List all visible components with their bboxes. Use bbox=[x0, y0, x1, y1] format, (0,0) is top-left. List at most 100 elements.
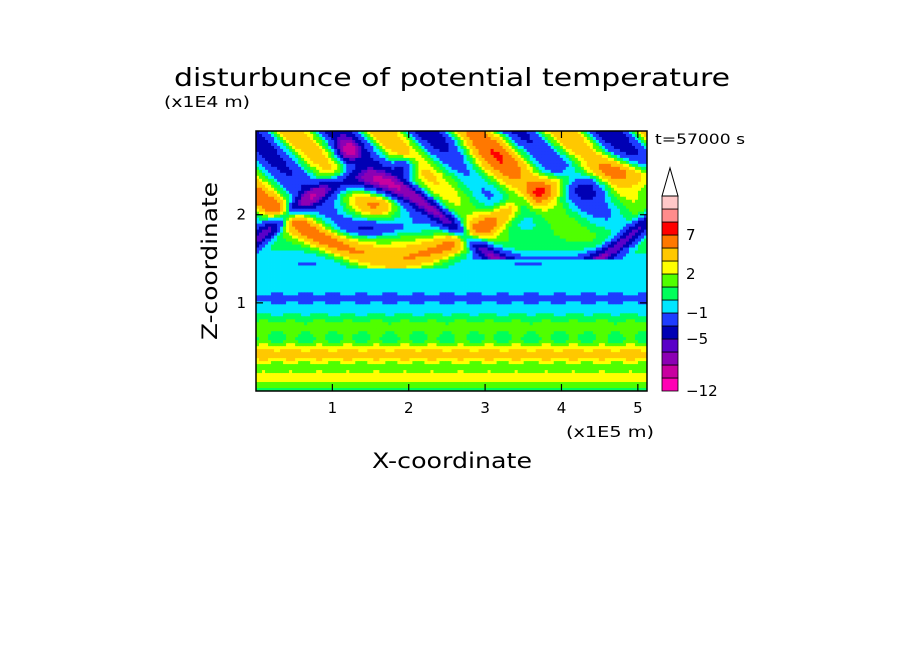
heatmap-cell bbox=[589, 166, 594, 171]
heatmap-cell bbox=[457, 196, 461, 201]
heatmap-cell bbox=[304, 235, 308, 239]
heatmap-cell bbox=[415, 241, 419, 245]
heatmap-cell bbox=[358, 217, 362, 222]
heatmap-cell bbox=[631, 241, 636, 245]
heatmap-cell bbox=[259, 178, 263, 183]
heatmap-cell bbox=[343, 208, 347, 213]
heatmap-cell bbox=[358, 193, 362, 198]
heatmap-cell bbox=[580, 154, 585, 159]
heatmap-cell bbox=[430, 226, 434, 231]
heatmap-cell bbox=[388, 193, 392, 198]
heatmap-cell bbox=[385, 187, 389, 192]
heatmap-cell bbox=[283, 139, 287, 144]
heatmap-cell bbox=[625, 166, 630, 171]
heatmap-cell bbox=[256, 223, 260, 228]
heatmap-cell bbox=[283, 202, 287, 207]
heatmap-cell bbox=[490, 145, 495, 150]
heatmap-cell bbox=[421, 214, 425, 219]
heatmap-cell bbox=[526, 178, 531, 183]
heatmap-cell bbox=[589, 211, 594, 216]
heatmap-cell bbox=[277, 190, 281, 195]
heatmap-cell bbox=[433, 157, 437, 162]
heatmap-cell bbox=[565, 154, 570, 159]
heatmap-cell bbox=[484, 199, 488, 204]
heatmap-cell bbox=[514, 184, 519, 189]
heatmap-cell bbox=[520, 139, 525, 144]
heatmap-cell bbox=[535, 145, 540, 150]
heatmap-cell bbox=[358, 139, 362, 144]
heatmap-cell bbox=[268, 202, 272, 207]
heatmap-cell bbox=[541, 181, 546, 186]
heatmap-cell bbox=[541, 160, 546, 165]
heatmap-cell bbox=[427, 175, 431, 180]
heatmap-cell bbox=[364, 157, 368, 162]
heatmap-cell bbox=[640, 208, 645, 213]
heatmap-cell bbox=[475, 226, 479, 231]
heatmap-cell bbox=[541, 223, 546, 228]
heatmap-cell bbox=[544, 226, 549, 231]
heatmap-cell bbox=[406, 220, 410, 225]
heatmap-cell bbox=[541, 166, 546, 171]
heatmap-cell bbox=[316, 238, 320, 242]
heatmap-cell bbox=[508, 208, 513, 213]
heatmap-cell bbox=[358, 199, 362, 204]
heatmap-cell bbox=[385, 160, 389, 165]
heatmap-cell bbox=[370, 133, 374, 138]
heatmap-cell bbox=[391, 223, 395, 228]
heatmap-cell bbox=[523, 133, 528, 138]
heatmap-cell bbox=[274, 139, 278, 144]
heatmap-cell bbox=[484, 145, 488, 150]
heatmap-cell bbox=[430, 151, 434, 156]
heatmap-cell bbox=[586, 157, 591, 162]
heatmap-cell bbox=[499, 131, 504, 135]
heatmap-cell bbox=[442, 139, 446, 144]
heatmap-cell bbox=[325, 244, 329, 248]
heatmap-cell bbox=[388, 172, 392, 177]
heatmap-cell bbox=[643, 193, 647, 198]
heatmap-cell bbox=[562, 166, 567, 171]
heatmap-cell bbox=[331, 142, 335, 147]
heatmap-cell bbox=[379, 190, 383, 195]
heatmap-cell bbox=[436, 199, 440, 204]
heatmap-cell bbox=[373, 202, 377, 207]
heatmap-cell bbox=[373, 131, 377, 135]
heatmap-cell bbox=[607, 166, 612, 171]
heatmap-cell bbox=[613, 193, 618, 198]
heatmap-cell bbox=[427, 220, 431, 225]
heatmap-cell bbox=[553, 199, 558, 204]
heatmap-cell bbox=[466, 178, 470, 183]
heatmap-cell bbox=[457, 229, 461, 234]
heatmap-cell bbox=[361, 145, 365, 150]
heatmap-cell bbox=[379, 226, 383, 231]
heatmap-cell bbox=[559, 157, 564, 162]
heatmap-cell bbox=[604, 214, 609, 219]
heatmap-cell bbox=[508, 223, 513, 228]
heatmap-cell bbox=[343, 241, 347, 245]
heatmap-cell bbox=[415, 175, 419, 180]
heatmap-cell bbox=[304, 131, 308, 135]
heatmap-cell bbox=[340, 169, 344, 174]
heatmap-cell bbox=[271, 235, 275, 239]
heatmap-cell bbox=[523, 211, 528, 216]
heatmap-cell bbox=[454, 163, 458, 168]
heatmap-cell bbox=[376, 145, 380, 150]
heatmap-cell bbox=[562, 131, 567, 135]
heatmap-cell bbox=[268, 238, 272, 242]
heatmap-cell bbox=[439, 172, 443, 177]
heatmap-cell bbox=[460, 142, 464, 147]
heatmap-cell bbox=[499, 178, 504, 183]
heatmap-cell bbox=[628, 196, 633, 201]
heatmap-cell bbox=[628, 133, 633, 138]
heatmap-cell bbox=[586, 202, 591, 207]
heatmap-cell bbox=[355, 160, 359, 165]
heatmap-cell bbox=[586, 178, 591, 183]
heatmap-cell bbox=[496, 187, 501, 192]
heatmap-cell bbox=[586, 166, 591, 171]
heatmap-cell bbox=[535, 187, 540, 192]
heatmap-cell bbox=[274, 166, 278, 171]
heatmap-cell bbox=[349, 151, 353, 156]
heatmap-cell bbox=[640, 235, 645, 239]
heatmap-cell bbox=[337, 214, 341, 219]
heatmap-cell bbox=[565, 196, 570, 201]
heatmap-cell bbox=[385, 211, 389, 216]
